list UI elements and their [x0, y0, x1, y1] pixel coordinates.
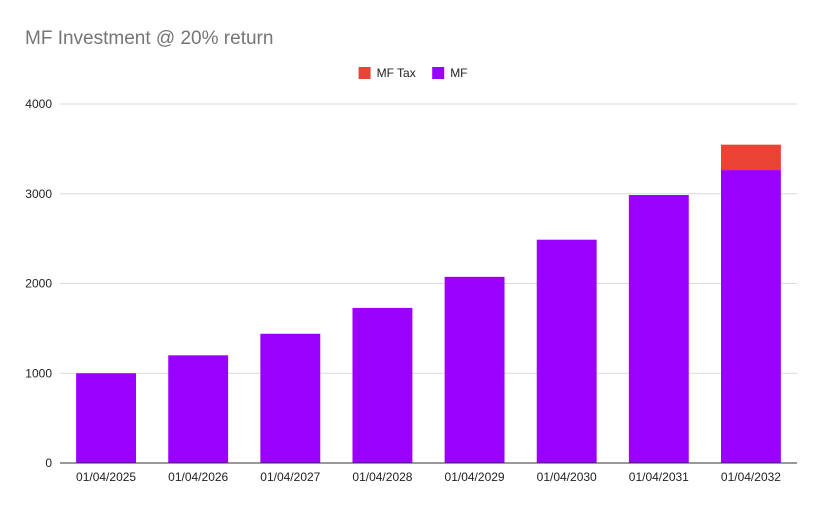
x-tick-label: 01/04/2025 — [76, 470, 136, 484]
legend-swatch — [358, 67, 371, 79]
x-tick-label: 01/04/2026 — [168, 470, 228, 484]
bar-mf — [260, 333, 321, 463]
bar-mf — [352, 307, 413, 463]
x-axis-ticks: 01/04/2025 01/04/2026 01/04/2027 01/04/2028… — [76, 470, 781, 484]
chart-title: MF Investment @ 20% return — [25, 28, 273, 49]
bar-mf — [444, 276, 505, 463]
x-tick-label: 01/04/2028 — [352, 470, 412, 484]
bar-mf-tax — [720, 144, 781, 171]
y-tick-label: 4000 — [25, 97, 52, 111]
y-tick-label: 2000 — [25, 277, 52, 291]
bar-mf — [628, 195, 689, 463]
bar-mf — [168, 355, 229, 463]
x-tick-label: 01/04/2030 — [537, 470, 597, 484]
y-tick-label: 0 — [45, 456, 52, 470]
x-tick-label: 01/04/2031 — [629, 470, 689, 484]
legend-label: MF — [450, 66, 467, 80]
legend-label: MF Tax — [377, 66, 416, 80]
legend-swatch — [432, 67, 445, 79]
bar-mf — [76, 373, 137, 463]
x-tick-label: 01/04/2032 — [721, 470, 781, 484]
legend: MF Tax MF — [358, 66, 468, 80]
bar-mf — [720, 170, 781, 463]
y-axis-ticks: 0 1000 2000 3000 4000 — [25, 97, 52, 470]
y-tick-label: 3000 — [25, 187, 52, 201]
x-tick-label: 01/04/2027 — [260, 470, 320, 484]
bars — [76, 144, 781, 463]
bar-mf — [536, 239, 597, 463]
x-tick-label: 01/04/2029 — [445, 470, 505, 484]
y-tick-label: 1000 — [25, 366, 52, 380]
